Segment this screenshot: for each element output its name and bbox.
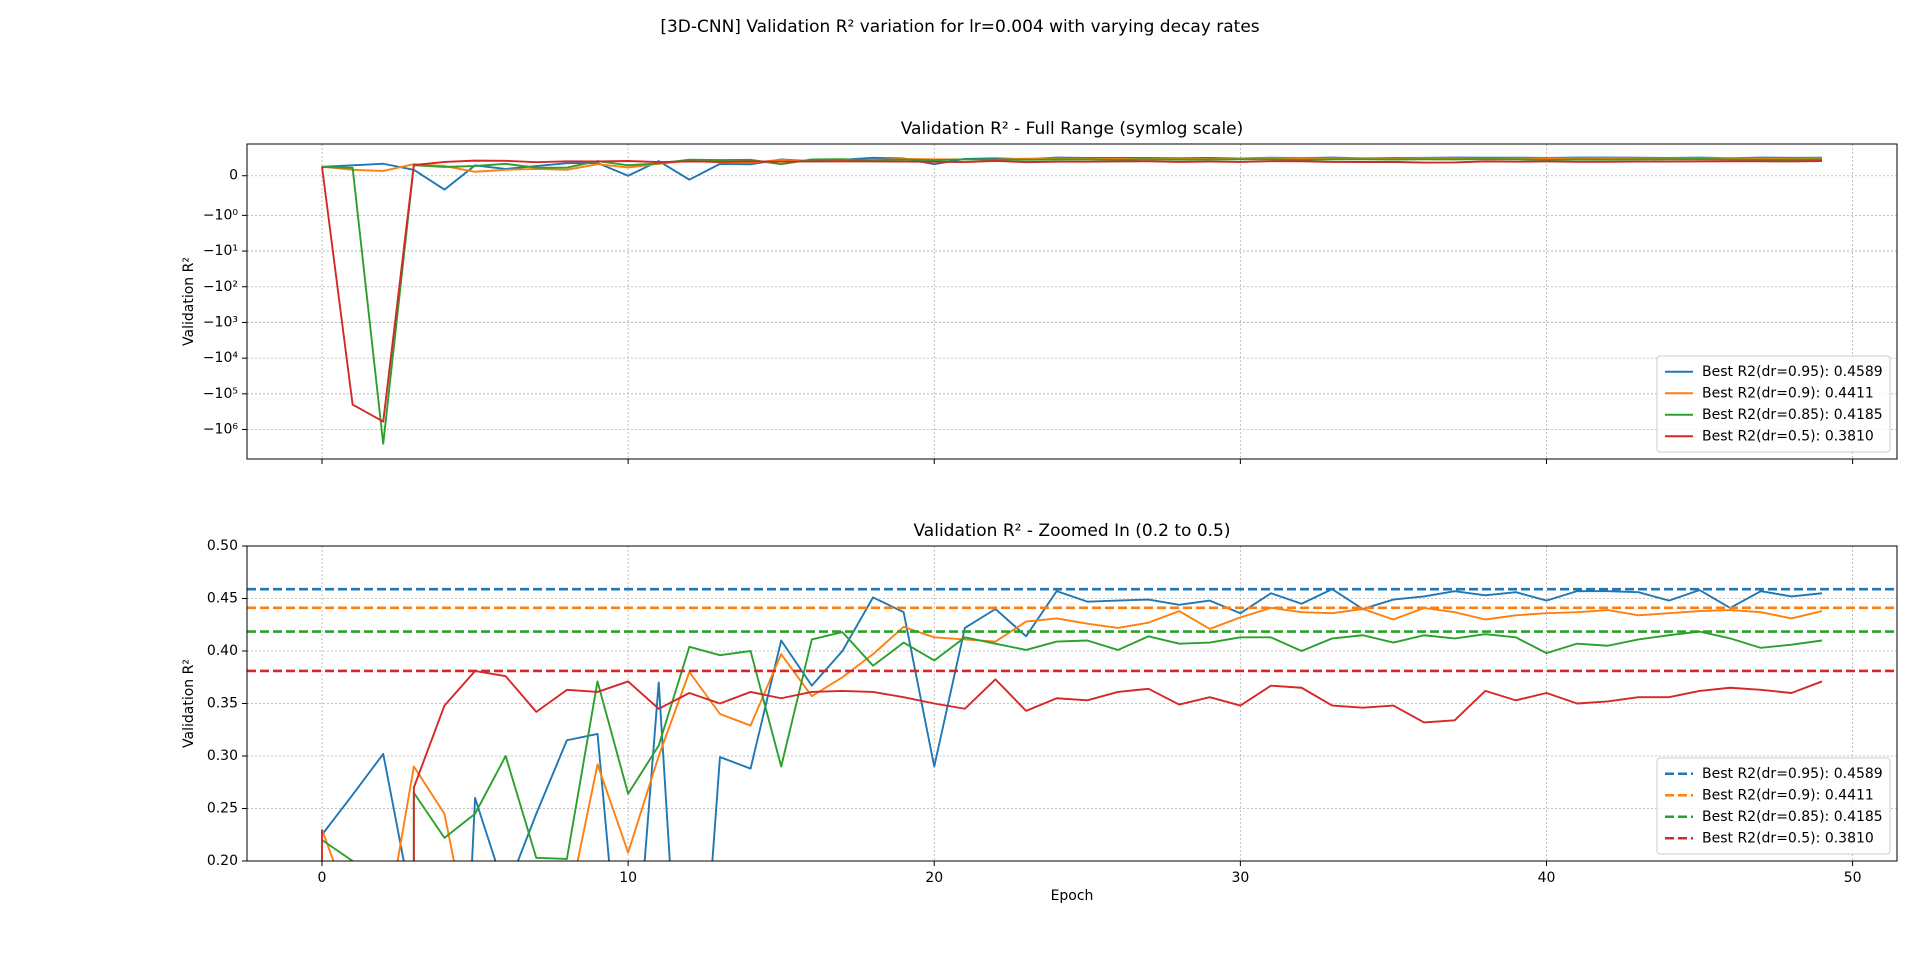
legend-label: Best R2(dr=0.95): 0.4589 bbox=[1702, 766, 1883, 782]
series-line bbox=[321, 158, 1823, 445]
axes-frame bbox=[246, 545, 1898, 862]
y-axis-label: Validation R² bbox=[181, 257, 197, 346]
legend-label: Best R2(dr=0.95): 0.4589 bbox=[1702, 364, 1883, 380]
series-line bbox=[321, 159, 1823, 423]
legend-label: Best R2(dr=0.5): 0.3810 bbox=[1702, 830, 1874, 846]
y-tick-label: 0.30 bbox=[207, 748, 238, 764]
chart-title: Validation R² - Zoomed In (0.2 to 0.5) bbox=[914, 521, 1231, 541]
legend-box bbox=[1656, 757, 1891, 855]
x-tick-label: 0 bbox=[318, 870, 327, 886]
x-tick-label: 20 bbox=[925, 870, 943, 886]
y-tick-label: −10² bbox=[203, 279, 238, 295]
series-line bbox=[321, 588, 1823, 861]
figure-title: [3D-CNN] Validation R² variation for lr=… bbox=[660, 17, 1259, 37]
y-tick-label: 0.20 bbox=[207, 853, 238, 869]
y-tick-label: −10⁴ bbox=[203, 350, 239, 366]
y-tick-label: −10³ bbox=[203, 314, 238, 330]
legend-label: Best R2(dr=0.5): 0.3810 bbox=[1702, 428, 1874, 444]
y-tick-label: 0.50 bbox=[207, 538, 238, 554]
y-tick-label: −10⁶ bbox=[203, 422, 239, 438]
y-tick-label: 0.25 bbox=[207, 801, 238, 817]
legend-label: Best R2(dr=0.9): 0.4411 bbox=[1702, 787, 1874, 803]
y-axis-label: Validation R² bbox=[181, 659, 197, 748]
y-tick-label: 0.45 bbox=[207, 591, 238, 607]
chart-title: Validation R² - Full Range (symlog scale… bbox=[901, 119, 1244, 139]
x-tick-label: 30 bbox=[1231, 870, 1249, 886]
x-tick-label: 40 bbox=[1538, 870, 1556, 886]
y-tick-label: 0 bbox=[229, 168, 238, 184]
plot-area bbox=[321, 156, 1823, 445]
x-axis-label: Epoch bbox=[1051, 888, 1094, 904]
legend-box bbox=[1656, 355, 1891, 453]
y-tick-label: 0.40 bbox=[207, 643, 238, 659]
legend-label: Best R2(dr=0.85): 0.4185 bbox=[1702, 809, 1883, 825]
y-tick-label: −10⁵ bbox=[203, 386, 238, 402]
y-tick-label: −10¹ bbox=[203, 243, 238, 259]
legend-label: Best R2(dr=0.9): 0.4411 bbox=[1702, 385, 1874, 401]
series-line bbox=[321, 606, 1823, 861]
axes-frame bbox=[246, 143, 1898, 460]
plot-area bbox=[247, 587, 1897, 861]
y-tick-label: −10⁰ bbox=[203, 207, 239, 223]
legend-label: Best R2(dr=0.85): 0.4185 bbox=[1702, 407, 1883, 423]
x-tick-label: 10 bbox=[619, 870, 637, 886]
x-tick-label: 50 bbox=[1844, 870, 1862, 886]
y-tick-label: 0.35 bbox=[207, 696, 238, 712]
